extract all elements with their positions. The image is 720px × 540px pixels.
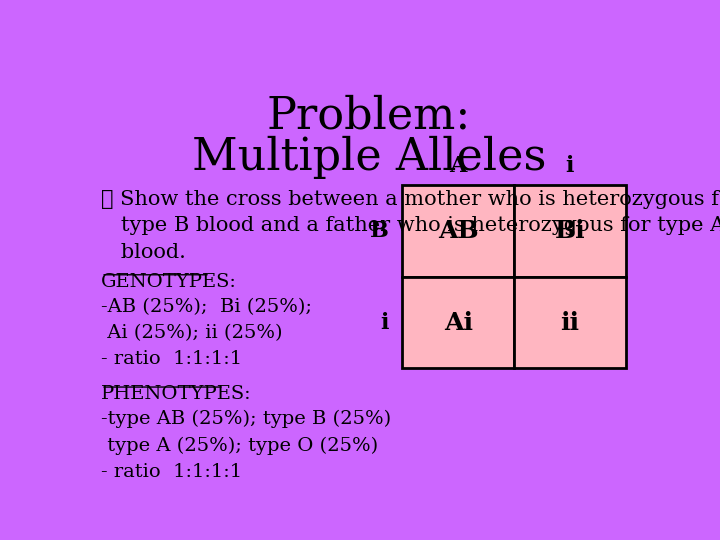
Text: ii: ii: [560, 310, 580, 335]
Text: Ai: Ai: [444, 310, 473, 335]
Text: B: B: [369, 220, 389, 242]
Bar: [514, 185, 626, 277]
Text: i: i: [566, 155, 574, 177]
Text: -AB (25%);  Bi (25%);
 Ai (25%); ii (25%)
- ratio  1:1:1:1: -AB (25%); Bi (25%); Ai (25%); ii (25%) …: [101, 298, 312, 368]
Bar: [402, 277, 514, 368]
Text: -type AB (25%); type B (25%)
 type A (25%); type O (25%)
- ratio  1:1:1:1: -type AB (25%); type B (25%) type A (25%…: [101, 410, 391, 481]
Text: PHENOTYPES:: PHENOTYPES:: [101, 385, 252, 403]
Text: Bi: Bi: [554, 219, 585, 243]
Text: GENOTYPES:: GENOTYPES:: [101, 273, 237, 291]
Text: ❖ Show the cross between a mother who is heterozygous for
   type B blood and a : ❖ Show the cross between a mother who is…: [101, 190, 720, 261]
Text: i: i: [380, 312, 389, 334]
Text: AB: AB: [438, 219, 479, 243]
Text: Multiple Alleles: Multiple Alleles: [192, 136, 546, 179]
Text: Problem:: Problem:: [267, 94, 471, 137]
Bar: [402, 185, 514, 277]
Text: A: A: [449, 155, 467, 177]
Bar: [514, 277, 626, 368]
